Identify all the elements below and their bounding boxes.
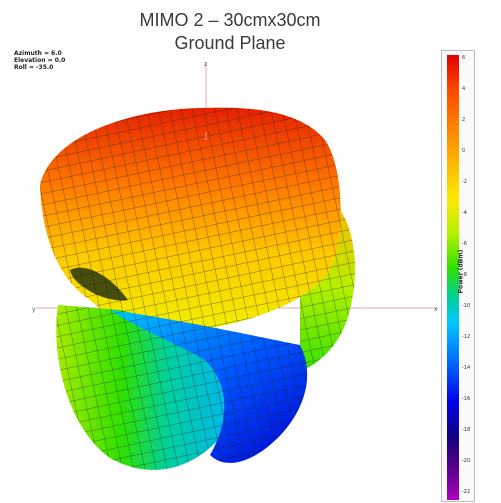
colorbar-tick-label: -12 <box>462 334 471 340</box>
azimuth-readout: Azimuth = 6.0 <box>14 50 62 57</box>
pattern-vortex <box>70 267 128 301</box>
chart-title: MIMO 2 – 30cmx30cm <box>139 10 321 30</box>
colorbar-tick-label: -16 <box>462 396 471 402</box>
view-angles: Azimuth = 6.0 Elevation = 0.0 Roll = -35… <box>14 50 65 71</box>
colorbar-tick-label: 0 <box>462 148 466 154</box>
colorbar-tick-label: -20 <box>462 458 471 464</box>
colorbar-tick-label: 2 <box>462 117 466 123</box>
z-axis-label: z <box>204 61 207 68</box>
colorbar-tick-label: -14 <box>462 365 471 371</box>
elevation-readout: Elevation = 0.0 <box>14 57 66 64</box>
colorbar-tick-label: -6 <box>462 241 467 247</box>
colorbar-tick-label: -2 <box>462 179 467 185</box>
colorbar-tick-label: -4 <box>462 210 467 216</box>
y-axis-label: y <box>32 306 36 313</box>
colorbar-tick-label: -22 <box>462 489 471 495</box>
colorbar <box>447 55 459 500</box>
colorbar-tick-label: 4 <box>462 86 466 92</box>
colorbar-tick-label: -8 <box>462 272 467 278</box>
chart-subtitle: Ground Plane <box>174 33 286 53</box>
x-axis-label: x <box>434 306 438 313</box>
colorbar-tick-label: -18 <box>462 427 471 433</box>
colorbar-tick-label: -10 <box>462 303 471 309</box>
colorbar-tick-label: 6 <box>462 55 466 61</box>
roll-readout: Roll = -35.0 <box>14 64 54 71</box>
